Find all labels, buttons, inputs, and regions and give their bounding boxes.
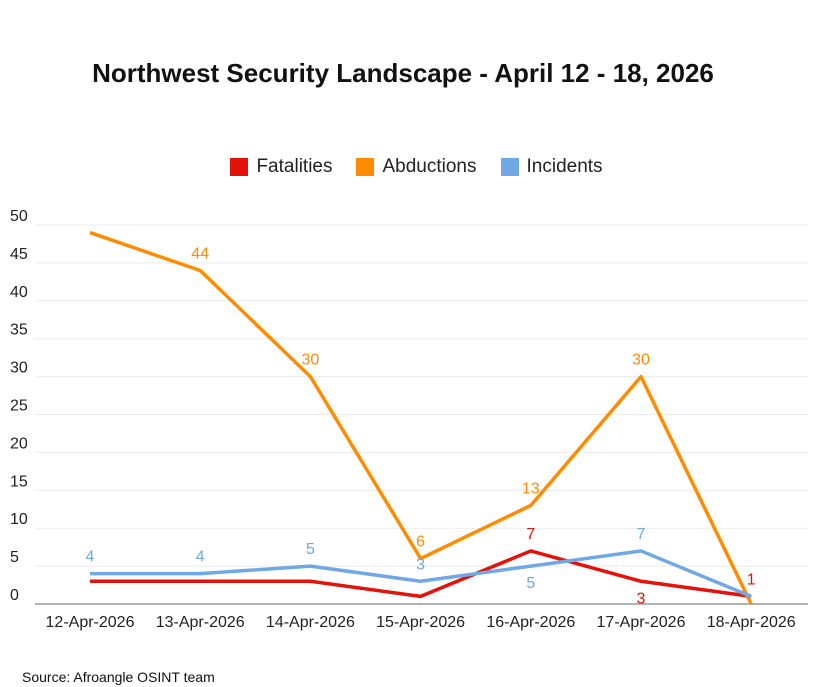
data-label: 7: [637, 526, 646, 543]
y-tick-label: 5: [10, 549, 19, 566]
legend-item-abductions: Abductions: [356, 156, 477, 178]
data-label: 4: [86, 549, 95, 566]
data-label: 1: [747, 571, 756, 588]
data-label: 7: [526, 526, 535, 543]
data-label: 5: [526, 575, 535, 592]
y-tick-label: 30: [10, 360, 28, 377]
x-tick-label: 18-Apr-2026: [707, 614, 796, 631]
x-tick-label: 12-Apr-2026: [46, 614, 135, 631]
data-label: 3: [637, 590, 646, 607]
legend-swatch: [500, 158, 519, 176]
data-label: 30: [302, 352, 320, 369]
x-tick-label: 14-Apr-2026: [266, 614, 355, 631]
y-tick-label: 20: [10, 435, 28, 452]
legend-item-fatalities: Fatalities: [230, 156, 332, 178]
x-tick-label: 16-Apr-2026: [486, 614, 575, 631]
data-label: 5: [306, 541, 315, 558]
x-tick-label: 13-Apr-2026: [156, 614, 245, 631]
y-tick-label: 35: [10, 322, 28, 339]
y-tick-label: 10: [10, 511, 28, 528]
source-note: Source: Afroangle OSINT team: [22, 669, 215, 685]
chart-title: Northwest Security Landscape - April 12 …: [92, 58, 714, 88]
y-tick-label: 45: [10, 246, 28, 263]
y-tick-label: 40: [10, 284, 28, 301]
data-label: 30: [632, 352, 650, 369]
legend-item-incidents: Incidents: [500, 156, 603, 178]
data-label: 3: [416, 556, 425, 573]
data-label: 13: [522, 480, 540, 497]
legend-label: Abductions: [382, 156, 477, 177]
data-label: 44: [191, 245, 209, 262]
y-tick-label: 15: [10, 473, 28, 490]
x-tick-label: 17-Apr-2026: [597, 614, 686, 631]
y-tick-label: 25: [10, 398, 28, 415]
legend: Fatalities Abductions Incidents: [0, 156, 833, 178]
data-label: 4: [196, 549, 205, 566]
legend-label: Incidents: [526, 156, 603, 177]
y-tick-label: 0: [10, 587, 19, 604]
legend-label: Fatalities: [256, 156, 333, 177]
legend-swatch: [230, 158, 249, 176]
data-label: 6: [416, 534, 425, 551]
x-tick-label: 15-Apr-2026: [376, 614, 465, 631]
y-tick-label: 50: [10, 208, 28, 225]
legend-swatch: [356, 158, 375, 176]
